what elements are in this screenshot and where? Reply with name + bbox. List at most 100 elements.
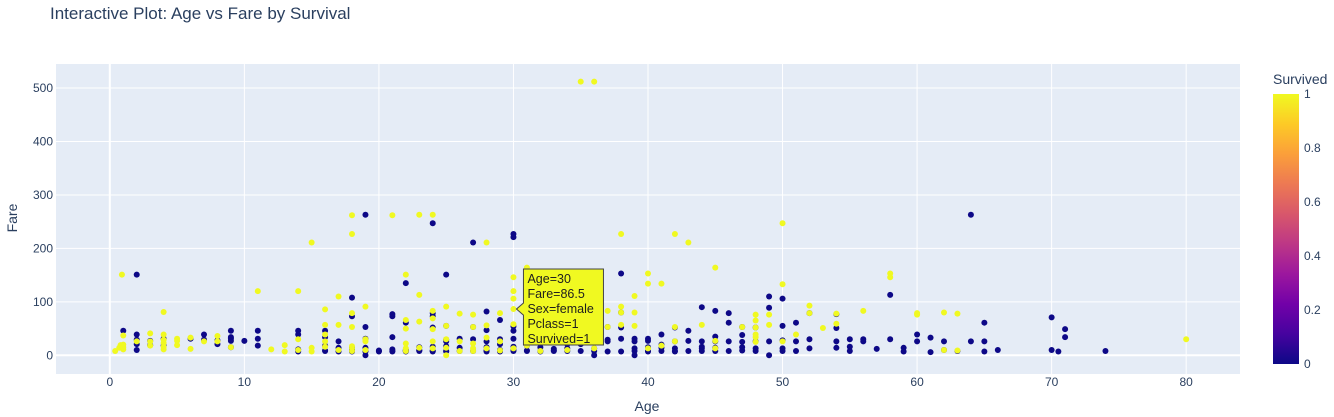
data-point-not-survived[interactable] <box>725 319 732 326</box>
data-point-not-survived[interactable] <box>941 338 947 345</box>
data-point-survived[interactable] <box>335 321 342 328</box>
data-point-not-survived[interactable] <box>914 331 921 338</box>
data-point-survived[interactable] <box>160 331 167 338</box>
data-point-survived[interactable] <box>671 338 678 345</box>
data-point-survived[interactable] <box>483 345 490 352</box>
data-point-not-survived[interactable] <box>389 334 396 341</box>
data-point-not-survived[interactable] <box>470 336 477 343</box>
data-point-survived[interactable] <box>604 307 611 314</box>
data-point-not-survived[interactable] <box>254 335 261 342</box>
data-point-not-survived[interactable] <box>806 345 813 352</box>
data-point-not-survived[interactable] <box>685 348 692 355</box>
data-point-survived[interactable] <box>416 291 423 298</box>
data-point-not-survived[interactable] <box>577 348 584 355</box>
data-point-not-survived[interactable] <box>779 295 786 302</box>
data-point-not-survived[interactable] <box>510 234 517 241</box>
data-point-survived[interactable] <box>752 317 759 324</box>
data-point-survived[interactable] <box>147 342 154 349</box>
data-point-not-survived[interactable] <box>846 343 853 350</box>
data-point-not-survived[interactable] <box>1102 348 1109 355</box>
data-point-not-survived[interactable] <box>618 348 625 355</box>
data-point-survived[interactable] <box>779 338 786 345</box>
data-point-not-survived[interactable] <box>133 271 140 278</box>
data-point-not-survived[interactable] <box>685 337 692 344</box>
data-point-survived[interactable] <box>752 324 759 331</box>
data-point-survived[interactable] <box>429 345 436 352</box>
data-point-survived[interactable] <box>402 345 409 352</box>
data-point-survived[interactable] <box>712 345 719 352</box>
data-point-survived[interactable] <box>510 288 517 295</box>
data-point-not-survived[interactable] <box>779 348 786 355</box>
data-point-survived[interactable] <box>456 338 463 345</box>
data-point-survived[interactable] <box>443 322 450 329</box>
data-point-survived[interactable] <box>954 310 961 317</box>
data-point-survived[interactable] <box>483 322 490 329</box>
data-point-survived[interactable] <box>147 338 154 345</box>
data-point-survived[interactable] <box>591 78 598 85</box>
data-point-not-survived[interactable] <box>725 310 732 317</box>
data-point-not-survived[interactable] <box>846 348 853 355</box>
data-point-survived[interactable] <box>349 323 355 330</box>
data-point-not-survived[interactable] <box>591 352 598 359</box>
data-point-survived[interactable] <box>914 310 921 317</box>
data-point-not-survived[interactable] <box>631 338 638 345</box>
data-point-not-survived[interactable] <box>900 348 907 355</box>
data-point-survived[interactable] <box>322 343 329 350</box>
data-point-survived[interactable] <box>160 309 167 315</box>
data-point-survived[interactable] <box>443 344 450 351</box>
data-point-survived[interactable] <box>456 310 463 317</box>
data-point-not-survived[interactable] <box>497 317 503 324</box>
data-point-not-survived[interactable] <box>375 348 382 355</box>
data-point-not-survived[interactable] <box>604 348 611 355</box>
data-point-not-survived[interactable] <box>766 304 773 311</box>
data-point-not-survived[interactable] <box>510 335 517 342</box>
data-point-not-survived[interactable] <box>860 338 867 345</box>
data-point-survived[interactable] <box>658 342 665 349</box>
data-point-survived[interactable] <box>295 346 302 353</box>
data-point-survived[interactable] <box>645 345 651 352</box>
data-point-not-survived[interactable] <box>967 211 974 218</box>
data-point-not-survived[interactable] <box>322 348 329 355</box>
data-point-survived[interactable] <box>443 303 450 310</box>
data-point-survived[interactable] <box>349 212 355 219</box>
data-point-survived[interactable] <box>752 331 759 338</box>
data-point-survived[interactable] <box>112 348 119 355</box>
data-point-survived[interactable] <box>402 325 409 332</box>
data-point-survived[interactable] <box>618 230 625 237</box>
data-point-not-survived[interactable] <box>766 338 773 345</box>
data-point-not-survived[interactable] <box>133 346 140 353</box>
data-point-not-survived[interactable] <box>994 346 1001 353</box>
data-point-survived[interactable] <box>658 280 665 287</box>
data-point-not-survived[interactable] <box>389 313 396 320</box>
data-point-survived[interactable] <box>497 347 503 354</box>
data-point-not-survived[interactable] <box>914 338 921 345</box>
data-point-not-survived[interactable] <box>793 348 799 355</box>
data-point-survived[interactable] <box>160 336 167 343</box>
data-point-survived[interactable] <box>308 344 315 351</box>
data-point-survived[interactable] <box>470 340 477 347</box>
data-point-not-survived[interactable] <box>1048 346 1055 353</box>
data-point-not-survived[interactable] <box>483 327 490 334</box>
data-points[interactable] <box>112 78 1190 359</box>
data-point-survived[interactable] <box>752 338 759 345</box>
data-point-not-survived[interactable] <box>698 348 705 355</box>
data-point-not-survived[interactable] <box>443 271 450 278</box>
data-point-not-survived[interactable] <box>739 331 746 338</box>
data-point-survived[interactable] <box>120 332 127 339</box>
data-point-not-survived[interactable] <box>227 337 234 344</box>
data-point-survived[interactable] <box>779 281 786 288</box>
data-point-not-survived[interactable] <box>698 304 705 311</box>
data-point-survived[interactable] <box>187 334 194 341</box>
data-point-not-survived[interactable] <box>658 331 665 338</box>
data-point-survived[interactable] <box>147 330 154 337</box>
data-point-survived[interactable] <box>591 345 598 352</box>
data-point-survived[interactable] <box>887 270 894 277</box>
data-point-survived[interactable] <box>335 346 342 353</box>
data-point-survived[interactable] <box>941 309 947 316</box>
data-point-not-survived[interactable] <box>618 335 625 342</box>
data-point-survived[interactable] <box>698 321 705 328</box>
data-point-not-survived[interactable] <box>227 327 234 334</box>
data-point-survived[interactable] <box>941 346 947 353</box>
data-point-not-survived[interactable] <box>793 319 799 326</box>
